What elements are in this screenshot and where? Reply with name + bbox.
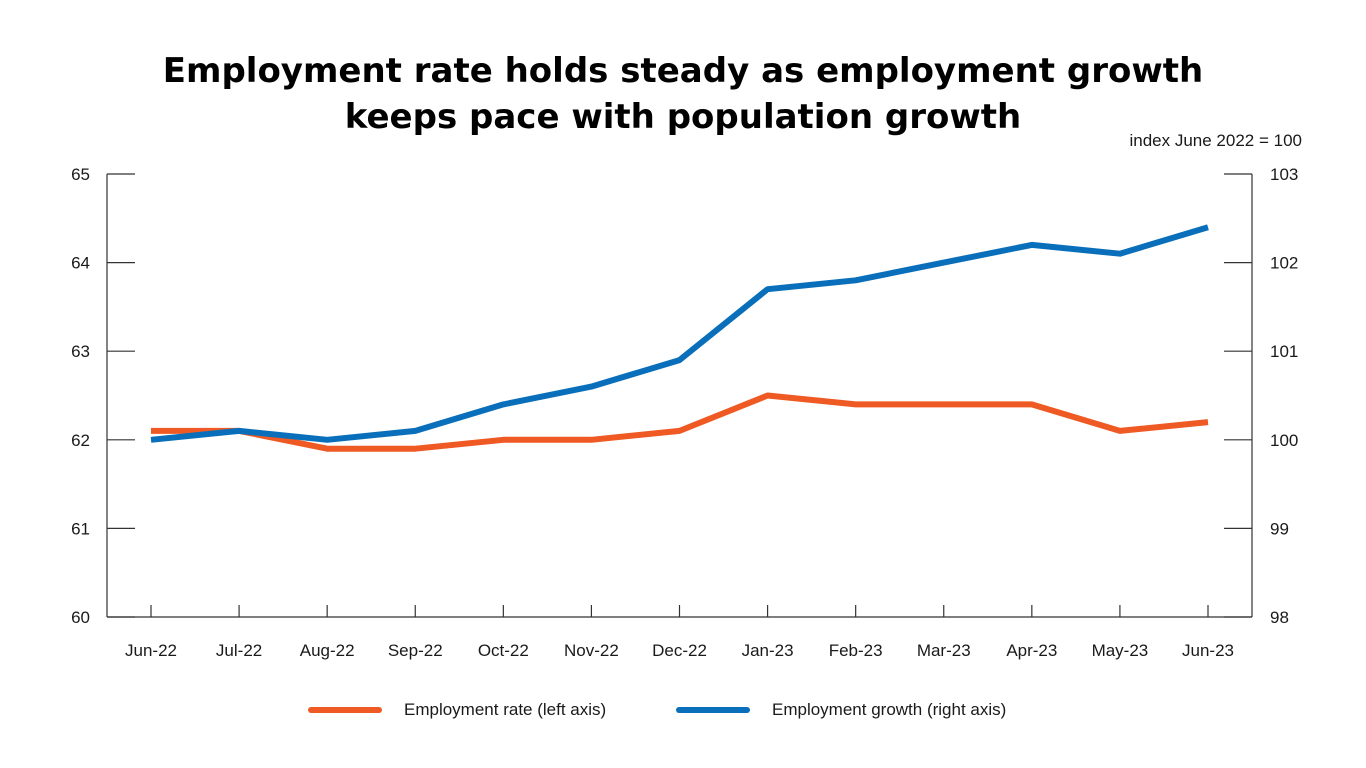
left-tick-label: 61 — [71, 519, 90, 538]
x-tick-label: Jul-22 — [216, 641, 262, 660]
x-tick-label: Aug-22 — [300, 641, 355, 660]
right-tick-label: 103 — [1270, 165, 1298, 184]
legend-label-employment-rate: Employment rate (left axis) — [404, 700, 607, 719]
chart-title-line-1: Employment rate holds steady as employme… — [162, 51, 1204, 91]
series-lines — [150, 224, 1209, 452]
chart-title: Employment rate holds steady as employme… — [0, 48, 1366, 140]
legend-swatch-employment-rate — [308, 707, 382, 713]
x-axis-ticks: Jun-22 Jul-22 Aug-22 Sep-22 Oct-22 Nov-22 Dec-… — [125, 605, 1234, 660]
left-tick-label: 64 — [71, 254, 90, 273]
chart-title-line-2: keeps pace with population growth — [344, 97, 1022, 137]
right-axis-ticks: 98 99 100 101 102 103 — [1224, 165, 1298, 627]
legend-item-employment-growth: Employment growth (right axis) — [676, 700, 1006, 720]
left-tick-label: 60 — [71, 608, 90, 627]
x-tick-label: Jun-23 — [1182, 641, 1234, 660]
legend-swatch-employment-growth — [676, 707, 750, 713]
line-chart: 60 61 62 63 64 65 98 99 100 101 102 103 Jun-22 Jul-… — [71, 165, 1298, 660]
left-tick-label: 63 — [71, 342, 90, 361]
right-tick-label: 99 — [1270, 519, 1289, 538]
right-axis-note: index June 2022 = 100 — [1129, 131, 1302, 150]
left-tick-label: 62 — [71, 431, 90, 450]
left-tick-label: 65 — [71, 165, 90, 184]
x-tick-label: Apr-23 — [1006, 641, 1057, 660]
axes — [106, 174, 1253, 618]
right-tick-label: 101 — [1270, 342, 1298, 361]
x-tick-label: Dec-22 — [652, 641, 707, 660]
left-axis-ticks: 60 61 62 63 64 65 — [71, 165, 135, 627]
right-tick-label: 100 — [1270, 431, 1298, 450]
legend-item-employment-rate: Employment rate (left axis) — [308, 700, 606, 720]
legend: Employment rate (left axis) Employment g… — [0, 700, 1366, 730]
right-tick-label: 98 — [1270, 608, 1289, 627]
x-tick-label: May-23 — [1092, 641, 1149, 660]
x-tick-label: Jan-23 — [742, 641, 794, 660]
legend-label-employment-growth: Employment growth (right axis) — [772, 700, 1007, 719]
x-tick-label: Sep-22 — [388, 641, 443, 660]
x-tick-label: Feb-23 — [829, 641, 883, 660]
x-tick-label: Nov-22 — [564, 641, 619, 660]
x-tick-label: Jun-22 — [125, 641, 177, 660]
right-tick-label: 102 — [1270, 254, 1298, 273]
x-tick-label: Oct-22 — [478, 641, 529, 660]
x-tick-label: Mar-23 — [917, 641, 971, 660]
